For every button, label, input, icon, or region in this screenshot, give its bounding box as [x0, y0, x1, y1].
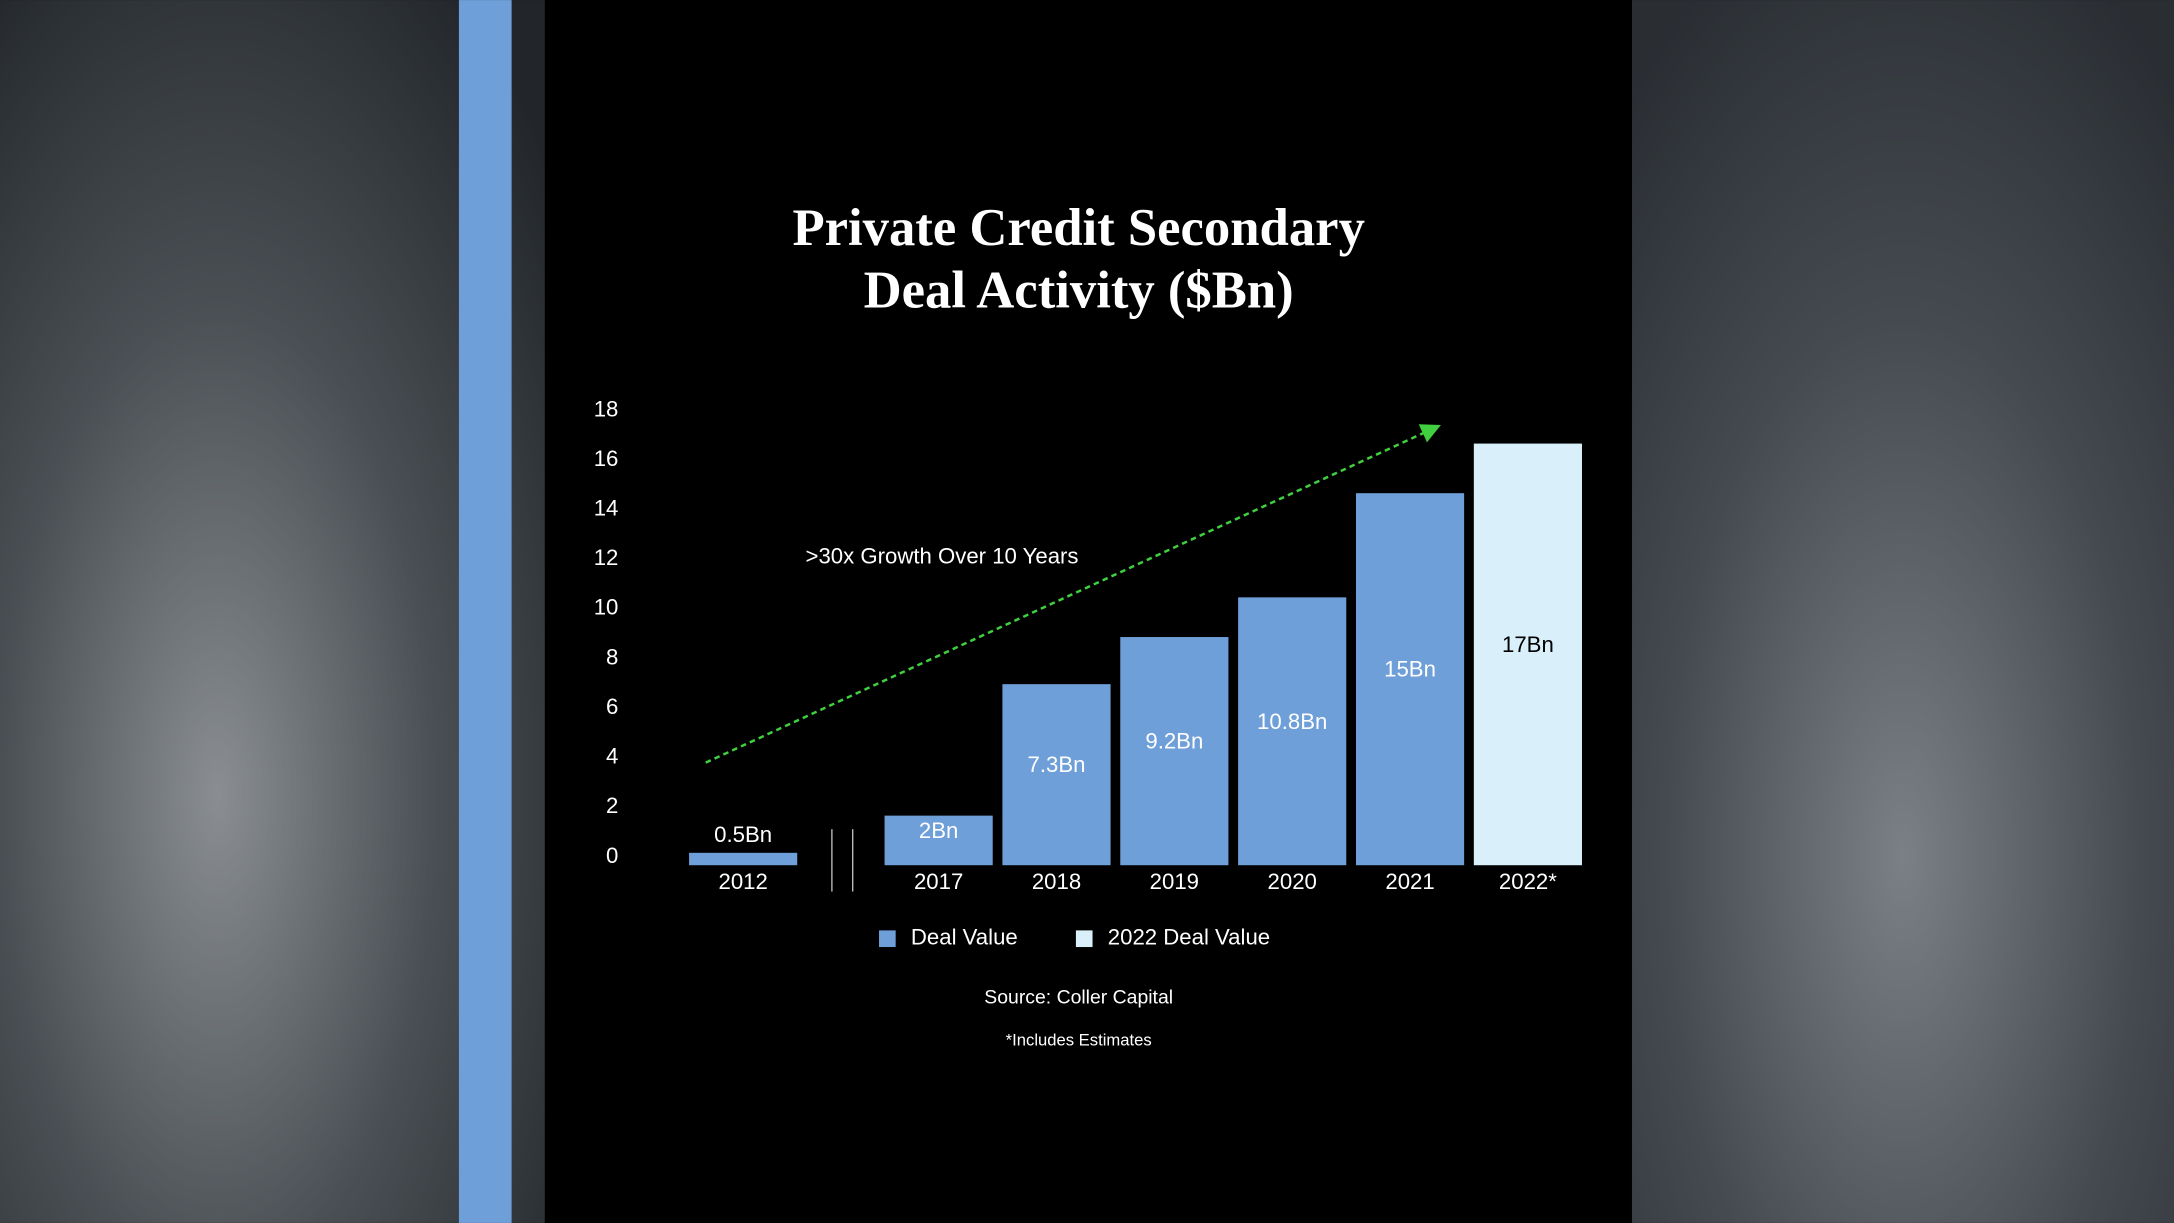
accent-stripe	[458, 0, 512, 1223]
x-tick-label: 2012	[718, 869, 767, 894]
y-tick-label: 10	[594, 595, 619, 620]
data-label: 17Bn	[1502, 632, 1554, 657]
x-tick-label: 2022*	[1499, 869, 1557, 894]
data-label: 15Bn	[1384, 657, 1436, 682]
legend-swatch	[1075, 930, 1093, 948]
chart-title: Deal Activity ($Bn)	[864, 261, 1294, 319]
legend-label: 2022 Deal Value	[1108, 925, 1270, 950]
chart-title: Private Credit Secondary	[792, 199, 1364, 257]
y-tick-label: 16	[594, 446, 619, 471]
y-tick-label: 4	[606, 744, 618, 769]
bar	[1120, 637, 1229, 866]
background-photo	[0, 0, 545, 1223]
x-tick-label: 2019	[1150, 869, 1199, 894]
bar	[1473, 443, 1582, 866]
source: Source: Coller Capital	[984, 986, 1173, 1008]
x-tick-label: 2017	[914, 869, 963, 894]
y-tick-label: 14	[594, 496, 619, 521]
bar	[1002, 684, 1111, 866]
data-label: 0.5Bn	[714, 822, 772, 847]
y-tick-label: 6	[606, 694, 618, 719]
bar	[689, 852, 798, 866]
annotation: >30x Growth Over 10 Years	[806, 543, 1079, 568]
y-tick-label: 18	[594, 396, 619, 421]
x-tick-label: 2020	[1268, 869, 1317, 894]
legend-swatch	[879, 930, 896, 948]
bar	[1238, 597, 1347, 866]
data-label: 9.2Bn	[1145, 729, 1203, 754]
background-photo	[1631, 0, 2174, 1223]
x-tick-label: 2018	[1032, 869, 1081, 894]
bar	[1355, 493, 1465, 866]
data-label: 2Bn	[919, 818, 958, 843]
y-tick-label: 8	[606, 644, 618, 669]
data-label: 10.8Bn	[1257, 709, 1327, 734]
bar	[884, 815, 993, 866]
x-tick-label: 2021	[1385, 869, 1434, 894]
y-tick-label: 0	[606, 843, 618, 868]
y-tick-label: 12	[594, 545, 619, 570]
data-label: 7.3Bn	[1028, 752, 1086, 777]
y-tick-label: 2	[606, 793, 618, 818]
trend-arrow	[705, 424, 1441, 764]
legend-label: Deal Value	[911, 925, 1018, 950]
note: *Includes Estimates	[1006, 1031, 1152, 1050]
